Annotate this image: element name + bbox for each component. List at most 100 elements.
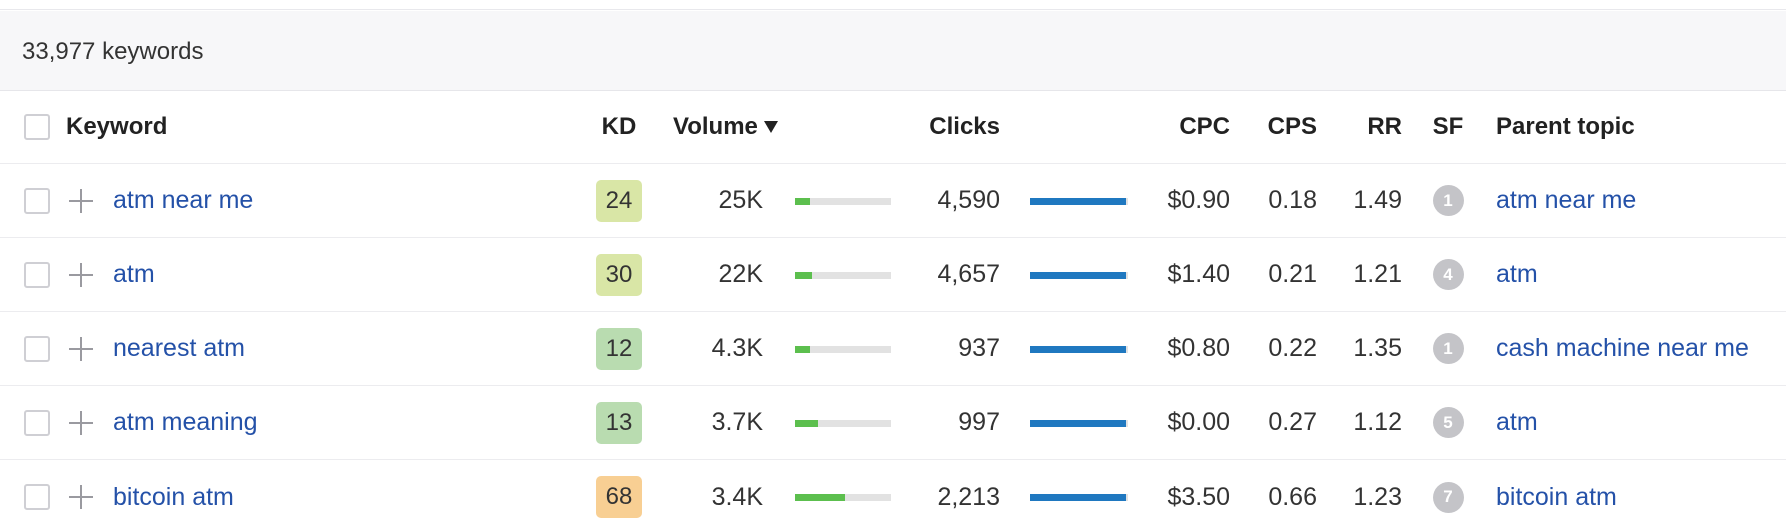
clicks-bar [1030,345,1128,353]
cps-value: 0.22 [1268,334,1317,362]
parent-topic-link[interactable]: cash machine near me [1496,334,1749,362]
table-row: atm meaning 13 3.7K 997 $0.00 0.27 1.12 … [0,386,1786,460]
top-divider [0,0,1786,10]
parent-topic-link[interactable]: bitcoin atm [1496,482,1617,511]
header-rr[interactable]: RR [1367,113,1402,140]
volume-value: 3.7K [711,408,763,436]
volume-bar [795,419,891,427]
header-cps[interactable]: CPS [1267,113,1317,140]
table-row: atm 30 22K 4,657 $1.40 0.21 1.21 4 atm [0,238,1786,312]
cps-value: 0.27 [1268,408,1317,436]
volume-bar-fill [795,271,813,279]
clicks-bar-fill [1030,419,1127,427]
volume-bar [795,197,891,205]
kd-badge: 12 [596,327,642,370]
sf-cell: 1 [1432,312,1464,385]
keyword-link[interactable]: atm near me [113,186,254,214]
plus-icon[interactable] [68,188,94,214]
kd-badge: 30 [596,253,642,296]
clicks-value: 997 [958,408,1000,436]
header-cpc[interactable]: CPC [1179,113,1230,140]
keyword-link[interactable]: bitcoin atm [113,482,234,511]
serp-features-badge[interactable]: 1 [1432,185,1464,216]
volume-bar-fill [795,419,819,427]
volume-bar [795,345,891,353]
clicks-bar [1030,197,1128,205]
header-kd[interactable]: KD [601,113,637,140]
rr-value: 1.35 [1353,334,1402,362]
parent-topic-link[interactable]: atm [1496,260,1538,288]
volume-bar-fill [795,197,811,205]
parent-topic-link[interactable]: atm near me [1496,186,1637,214]
table-row: atm near me 24 25K 4,590 $0.90 0.18 1.49… [0,164,1786,238]
plus-icon[interactable] [68,484,94,510]
clicks-bar-fill [1030,345,1127,353]
cpc-value: $0.80 [1167,334,1230,362]
kd-cell: 12 [595,312,643,385]
kd-badge: 13 [596,401,642,444]
header-volume-label: Volume [673,113,758,140]
kd-badge: 24 [596,179,642,222]
rr-value: 1.12 [1353,408,1402,436]
rr-value: 1.49 [1353,186,1402,214]
cps-value: 0.18 [1268,186,1317,214]
cpc-value: $0.00 [1167,408,1230,436]
kd-cell: 30 [595,238,643,311]
select-all-checkbox[interactable] [24,114,50,140]
table-row: nearest atm 12 4.3K 937 $0.80 0.22 1.35 … [0,312,1786,386]
row-checkbox[interactable] [24,261,50,288]
clicks-value: 4,590 [937,186,1000,214]
clicks-value: 2,213 [937,482,1000,511]
keyword-link[interactable]: nearest atm [113,334,246,362]
cps-value: 0.66 [1268,482,1317,511]
row-checkbox[interactable] [24,484,50,510]
plus-icon[interactable] [68,336,94,362]
serp-features-badge[interactable]: 7 [1432,481,1464,513]
cpc-value: $1.40 [1167,260,1230,288]
header-parent-topic[interactable]: Parent topic [1496,113,1635,140]
volume-value: 25K [718,186,763,214]
cpc-value: $0.90 [1167,186,1230,214]
volume-bar-fill [795,345,811,353]
volume-value: 4.3K [711,334,763,362]
serp-features-badge[interactable]: 4 [1432,259,1464,290]
header-volume[interactable]: Volume [673,91,778,163]
keywords-table: Keyword KD Volume Clicks CPC CPS RR SF P… [0,91,1786,528]
kd-cell: 24 [595,164,643,237]
keyword-link[interactable]: atm [113,260,155,288]
row-checkbox[interactable] [24,409,50,436]
table-header-row: Keyword KD Volume Clicks CPC CPS RR SF P… [0,91,1786,164]
clicks-bar-fill [1030,197,1127,205]
row-checkbox[interactable] [24,187,50,214]
keyword-count: 33,977 keywords [22,38,204,65]
header-keyword[interactable]: Keyword [66,113,168,140]
serp-features-badge[interactable]: 1 [1432,333,1464,364]
kd-badge: 68 [596,476,642,518]
clicks-value: 937 [958,334,1000,362]
sf-cell: 1 [1432,164,1464,237]
keyword-link[interactable]: atm meaning [113,408,258,436]
plus-icon[interactable] [68,262,94,288]
volume-bar-fill [795,494,845,501]
kd-cell: 68 [595,460,643,528]
kd-cell: 13 [595,386,643,459]
clicks-bar [1030,271,1128,279]
volume-bar [795,271,891,279]
parent-topic-link[interactable]: atm [1496,408,1538,436]
header-clicks[interactable]: Clicks [929,113,1000,140]
table-row: bitcoin atm 68 3.4K 2,213 $3.50 0.66 1.2… [0,460,1786,528]
clicks-bar-fill [1030,271,1127,279]
header-sf[interactable]: SF [1432,113,1464,140]
rr-value: 1.23 [1353,482,1402,511]
clicks-value: 4,657 [937,260,1000,288]
row-checkbox[interactable] [24,335,50,362]
cps-value: 0.21 [1268,260,1317,288]
plus-icon[interactable] [68,410,94,436]
clicks-bar [1030,494,1128,501]
rr-value: 1.21 [1353,260,1402,288]
clicks-bar-fill [1030,494,1127,501]
cpc-value: $3.50 [1167,482,1230,511]
sf-cell: 4 [1432,238,1464,311]
volume-bar [795,494,891,501]
serp-features-badge[interactable]: 5 [1432,407,1464,438]
